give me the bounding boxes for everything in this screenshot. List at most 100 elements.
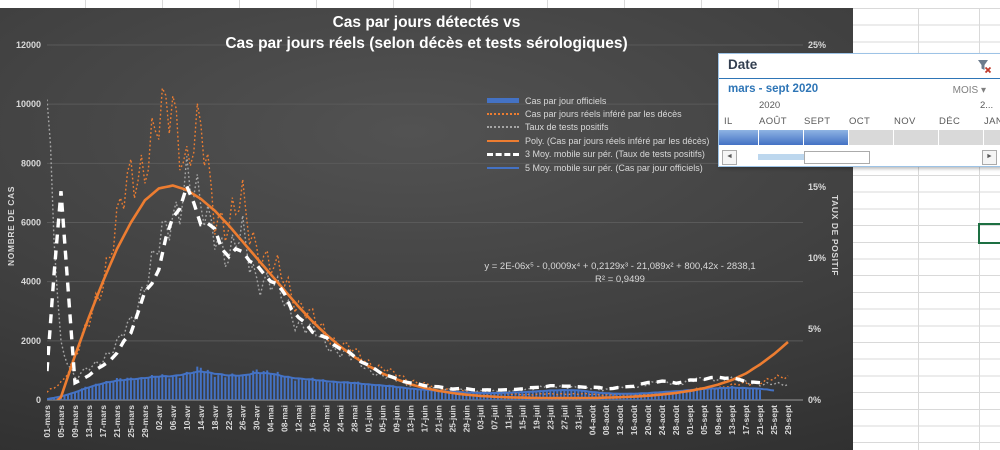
legend-label: 5 Moy. mobile sur pér. (Cas par jour off… [525, 162, 703, 173]
x-axis-label: 26-avr [238, 404, 248, 430]
month-label-0: IL [724, 116, 733, 127]
x-axis-label: 09-sept [713, 405, 723, 435]
x-axis-label: 01-juin [364, 405, 374, 432]
axis-tick-label: 4000 [21, 277, 41, 287]
period-dropdown-label: MOIS [952, 85, 979, 96]
x-axis-label: 15-juil [517, 405, 527, 430]
right-axis-title: TAUX DE POSITIF [830, 194, 840, 277]
legend-label: Taux de tests positifs [525, 122, 609, 133]
timeline-month-cell-0[interactable] [719, 130, 758, 145]
period-dropdown[interactable]: MOIS ▾ [953, 85, 986, 96]
x-axis-label: 05-juin [378, 405, 388, 432]
legend-label: 3 Moy. mobile sur pér. (Taux de tests po… [525, 149, 705, 160]
chart-title-line2: Cas par jours réels (selon décès et test… [225, 35, 628, 52]
trendline-equation: y = 2E-06x⁵ - 0,0009x⁴ + 0,2129x³ - 21,0… [455, 260, 785, 286]
x-axis-label: 13-mars [84, 405, 94, 438]
legend-item-poly-cas-par-jours-r-els-inf-r-par-les-d-c-s[interactable]: Poly. (Cas par jours réels inféré par le… [487, 134, 709, 147]
x-axis-label: 18-avr [210, 404, 220, 430]
x-axis-label: 17-juin [419, 405, 429, 432]
x-axis-label: 04-mai [266, 405, 276, 432]
column-border [316, 0, 317, 8]
x-axis-label: 17-sept [741, 405, 751, 435]
x-axis-label: 01-sept [685, 405, 695, 435]
axis-tick-label: 15% [808, 182, 826, 192]
scrollbar-thumb[interactable] [804, 151, 870, 164]
axis-tick-label: 10% [808, 253, 826, 263]
legend-swatch [487, 152, 519, 156]
year-label-left: 2020 [759, 100, 781, 111]
scrollbar-fill [758, 154, 804, 160]
chart-area[interactable]: 0200040006000800010000120000%5%10%15%20%… [0, 8, 853, 450]
scrollbar-right-button[interactable]: ► [982, 150, 997, 165]
column-border [624, 0, 625, 8]
x-axis-label: 21-mars [112, 405, 122, 438]
legend-item-3-moy-mobile-sur-p-r-taux-de-tests-positifs[interactable]: 3 Moy. mobile sur pér. (Taux de tests po… [487, 148, 709, 161]
column-border [239, 0, 240, 8]
x-axis-label: 20-août [643, 405, 653, 435]
x-axis-label: 27-juil [559, 405, 569, 430]
x-axis-label: 25-mars [126, 405, 136, 438]
column-border [162, 0, 163, 8]
series-5-moy-mobile-sur-p-r-cas-par-jour-officiels[interactable] [47, 370, 775, 400]
x-axis-label: 03-juil [475, 405, 485, 430]
scrollbar-left-button[interactable]: ◄ [722, 150, 737, 165]
left-axis-title: NOMBRE DE CAS [6, 185, 16, 267]
clear-filter-button[interactable] [976, 58, 992, 74]
legend-item-taux-de-tests-positifs[interactable]: Taux de tests positifs [487, 121, 709, 134]
column-border [547, 0, 548, 8]
axis-tick-label: 0% [808, 395, 821, 405]
x-axis-label: 12-mai [294, 405, 304, 432]
x-axis-label: 12-août [615, 405, 625, 435]
timeline-scrollbar[interactable]: ◄ ► [719, 150, 1000, 165]
selected-cell[interactable] [978, 223, 1000, 244]
legend-swatch [487, 126, 519, 129]
timeline-cells [719, 130, 1000, 145]
column-border [918, 8, 919, 450]
series-poly-cas-par-jours-r-els-inf-r-par-les-d-c-s[interactable] [47, 184, 789, 412]
x-axis-label: 25-juin [447, 405, 457, 432]
plot-area: 0200040006000800010000120000%5%10%15%20%… [16, 40, 826, 438]
timeline-month-cell-1[interactable] [759, 130, 803, 145]
axis-tick-label: 0 [36, 395, 41, 405]
month-label-5: DÉC [939, 116, 961, 127]
slicer-separator [719, 78, 1000, 79]
timeline-month-cell-5[interactable] [939, 130, 983, 145]
axis-tick-label: 25% [808, 40, 826, 50]
legend-item-cas-par-jour-officiels[interactable]: Cas par jour officiels [487, 94, 709, 107]
axis-tick-label: 2000 [21, 336, 41, 346]
legend-swatch [487, 113, 519, 116]
year-label-right: 2... [980, 100, 994, 111]
timeline-month-cell-2[interactable] [804, 130, 848, 145]
x-axis-label: 31-juil [573, 405, 583, 430]
x-axis-label: 13-sept [727, 405, 737, 435]
x-axis-label: 23-juil [545, 405, 555, 430]
axis-tick-label: 5% [808, 324, 821, 334]
legend-item-5-moy-mobile-sur-p-r-cas-par-jour-officiels[interactable]: 5 Moy. mobile sur pér. (Cas par jour off… [487, 161, 709, 174]
x-axis-label: 10-avr [182, 404, 192, 430]
x-axis-label: 24-août [657, 405, 667, 435]
month-label-4: NOV [894, 116, 916, 127]
column-border [470, 0, 471, 8]
x-axis-label: 09-juin [392, 405, 402, 432]
date-timeline-slicer[interactable]: Date mars - sept 2020 MOIS ▾ 2020 2... I… [718, 53, 1000, 167]
x-axis-label: 28-août [671, 405, 681, 435]
x-axis-label: 07-juil [489, 405, 499, 430]
x-axis-label: 06-avr [168, 404, 178, 430]
timeline-month-cell-3[interactable] [849, 130, 893, 145]
column-border [778, 0, 779, 8]
column-border [393, 0, 394, 8]
x-axis-label: 02-avr [154, 404, 164, 430]
timeline-month-cell-6[interactable] [984, 130, 1000, 145]
legend-swatch [487, 98, 519, 104]
x-axis-label: 19-juil [531, 405, 541, 430]
legend-swatch [487, 139, 519, 142]
legend-item-cas-par-jours-r-els-inf-r-par-les-d-c-s[interactable]: Cas par jours réels inféré par les décès [487, 107, 709, 120]
x-axis-label: 01-mars [42, 405, 52, 438]
x-axis-label: 24-mai [336, 405, 346, 432]
x-axis-label: 04-août [587, 405, 597, 435]
series-3-moy-mobile-sur-p-r-taux-de-tests-positifs[interactable] [47, 181, 761, 392]
timeline-month-cell-4[interactable] [894, 130, 938, 145]
x-axis-label: 14-avr [196, 404, 206, 430]
funnel-clear-icon [978, 60, 992, 74]
legend-label: Cas par jours réels inféré par les décès [525, 109, 682, 120]
